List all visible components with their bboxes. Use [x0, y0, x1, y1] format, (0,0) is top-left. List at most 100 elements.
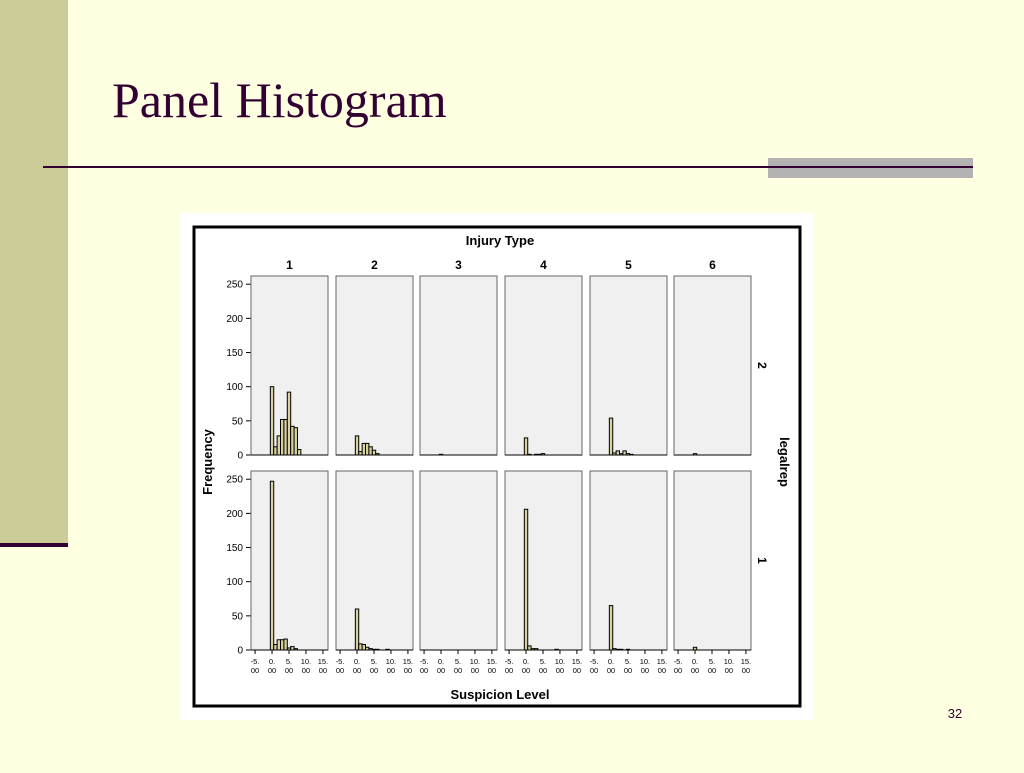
x-tick-label: 5. 00: [624, 657, 632, 675]
y-tick-label: 50: [232, 611, 244, 622]
histogram-bar: [276, 639, 282, 651]
histogram-bar: [283, 418, 288, 456]
x-tick-label: 5. 00: [539, 657, 547, 675]
histogram-bar: [273, 446, 278, 456]
histogram-bar: [619, 453, 624, 456]
histogram-bar: [365, 646, 370, 651]
title-rule: [43, 166, 973, 168]
x-tick-label: 15. 00: [318, 657, 328, 675]
y-tick-label: 100: [226, 577, 243, 588]
column-label: 4: [540, 258, 547, 272]
row-label: 2: [755, 362, 769, 369]
x-tick-label: 10. 00: [555, 657, 565, 675]
histogram-bar: [286, 647, 292, 651]
side-bar: [0, 0, 68, 545]
histogram-bar: [280, 639, 285, 651]
x-tick-label: 15. 00: [487, 657, 497, 675]
y-tick-label: 250: [226, 475, 243, 486]
histogram-bar: [361, 644, 367, 651]
histogram-bar: [293, 427, 298, 456]
histogram-bar: [280, 418, 285, 456]
histogram-bar: [537, 453, 542, 456]
histogram-bar: [527, 453, 532, 456]
panel-background: [589, 275, 668, 456]
x-tick-label: 5. 00: [454, 657, 462, 675]
x-tick-label: 10. 00: [470, 657, 480, 675]
x-tick-label: 10. 00: [640, 657, 650, 675]
histogram-bar: [625, 453, 631, 456]
histogram-bar: [523, 437, 529, 456]
y-tick-label: 0: [237, 646, 243, 657]
x-tick-label: 0. 00: [437, 657, 445, 675]
x-tick-label: -5. 00: [420, 657, 429, 675]
histogram-bar: [269, 480, 275, 651]
histogram-bar: [612, 452, 617, 456]
chart-title: Injury Type: [466, 233, 534, 248]
x-tick-label: 15. 00: [403, 657, 413, 675]
histogram-bar: [293, 648, 298, 651]
histogram-bar: [273, 644, 278, 651]
page-number: 32: [948, 706, 962, 721]
histogram-bar: [619, 648, 624, 651]
histogram-bar: [692, 646, 698, 651]
histogram-bar: [286, 391, 292, 456]
histogram-bar: [375, 453, 380, 456]
histogram-bar: [385, 648, 390, 651]
histogram-bar: [608, 605, 614, 651]
x-tick-label: 15. 00: [657, 657, 667, 675]
panel-background: [673, 470, 752, 651]
histogram-bar: [365, 442, 370, 456]
histogram-bar: [527, 645, 532, 651]
histogram-bar: [540, 453, 546, 456]
column-label: 6: [709, 258, 716, 272]
histogram-bar: [358, 451, 363, 456]
x-tick-label: 5. 00: [370, 657, 378, 675]
y-tick-label: 50: [232, 416, 244, 427]
panel-background: [335, 470, 414, 651]
panel-background: [504, 470, 583, 651]
column-label: 5: [625, 258, 632, 272]
histogram-bar: [368, 648, 373, 651]
histogram-bar: [290, 646, 295, 651]
panel-background: [335, 275, 414, 456]
x-tick-label: 0. 00: [691, 657, 699, 675]
chart-frame: [192, 225, 802, 708]
histogram-bar: [361, 442, 367, 456]
histogram-bar: [534, 648, 539, 651]
y-tick-label: 200: [226, 509, 243, 520]
histogram-bar: [354, 608, 360, 651]
column-label: 2: [371, 258, 378, 272]
panel-background: [419, 275, 498, 456]
histogram-bar: [622, 450, 627, 456]
histogram-bar: [296, 449, 302, 456]
panel-background: [589, 470, 668, 651]
x-tick-label: 0. 00: [268, 657, 276, 675]
x-tick-label: 10. 00: [724, 657, 734, 675]
histogram-bar: [354, 435, 360, 456]
x-tick-label: 10. 00: [386, 657, 396, 675]
x-tick-label: 10. 00: [301, 657, 311, 675]
side-bar-rule: [0, 543, 68, 547]
x-tick-label: 15. 00: [572, 657, 582, 675]
y-tick-label: 0: [237, 451, 243, 462]
x-tick-label: -5. 00: [505, 657, 514, 675]
x-tick-label: 0. 00: [607, 657, 615, 675]
y-axis-label: Frequency: [200, 428, 215, 495]
panel-background: [419, 470, 498, 651]
histogram-bar: [530, 648, 536, 651]
x-axis-label: Suspicion Level: [451, 687, 550, 702]
row-label: 1: [755, 557, 769, 564]
histogram-bar: [534, 453, 539, 456]
histogram-bar: [371, 648, 377, 651]
histogram-bar: [438, 453, 444, 456]
histogram-bar: [554, 648, 559, 651]
x-tick-label: -5. 00: [251, 657, 260, 675]
histogram-bar: [283, 638, 288, 651]
panel-background: [250, 470, 329, 651]
histogram-bar: [375, 648, 380, 651]
x-tick-label: 0. 00: [353, 657, 361, 675]
histogram-bar: [615, 450, 621, 456]
panel-background: [504, 275, 583, 456]
